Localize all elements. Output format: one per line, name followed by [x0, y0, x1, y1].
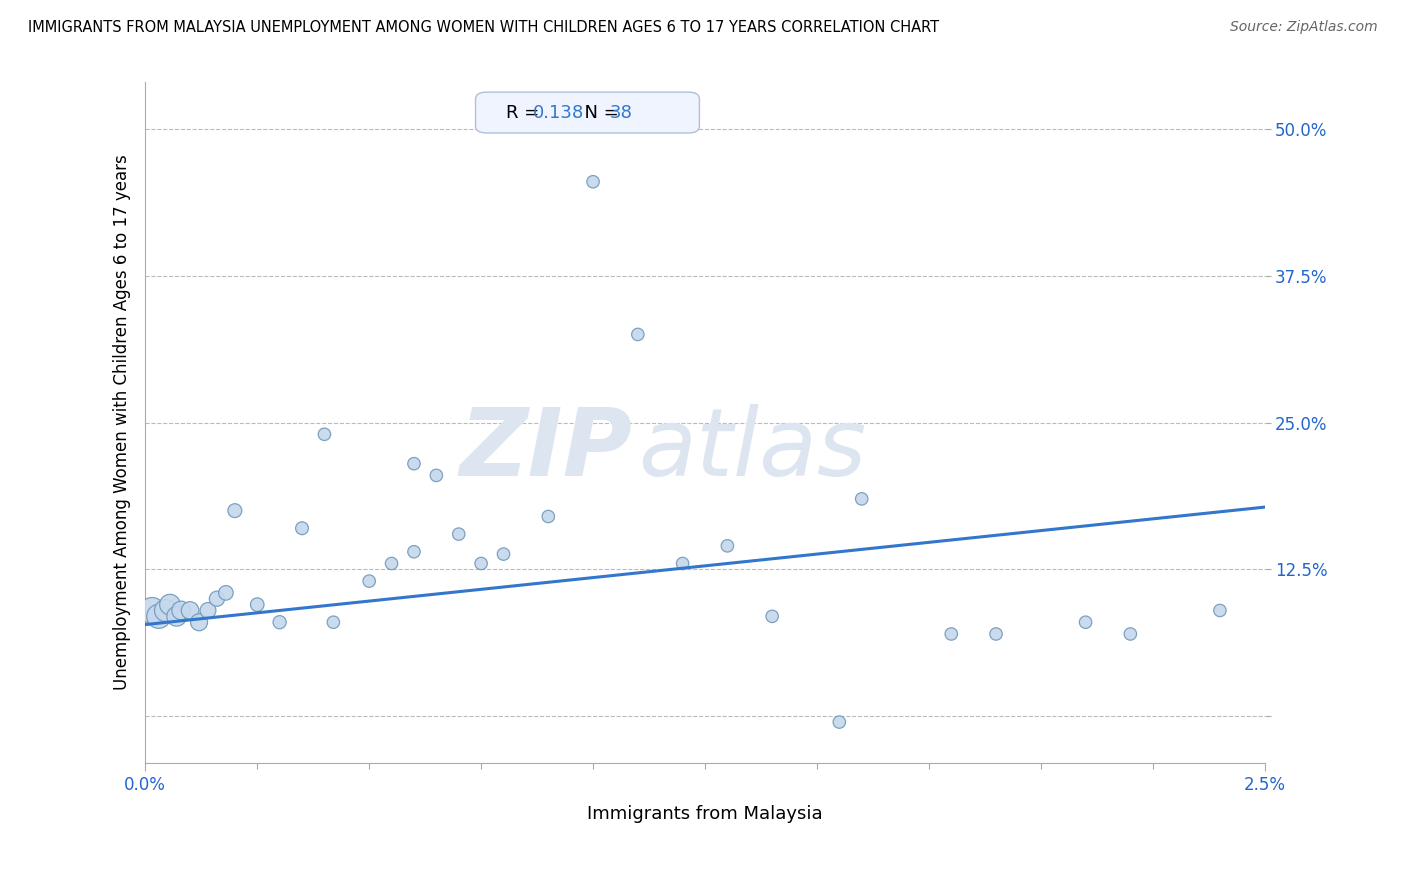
Point: [402, 457, 425, 471]
Point: [359, 574, 381, 588]
Point: [761, 609, 783, 624]
FancyBboxPatch shape: [475, 92, 699, 133]
Point: [188, 615, 211, 630]
Point: [224, 503, 246, 517]
Text: 38: 38: [610, 103, 633, 121]
Point: [197, 603, 219, 617]
Point: [155, 603, 177, 617]
Point: [1074, 615, 1097, 630]
Text: atlas: atlas: [638, 404, 866, 495]
Point: [291, 521, 314, 535]
Text: N =: N =: [572, 103, 624, 121]
Point: [1119, 627, 1142, 641]
Point: [492, 547, 515, 561]
Point: [582, 175, 605, 189]
Point: [205, 591, 228, 606]
Point: [671, 557, 693, 571]
Point: [537, 509, 560, 524]
Point: [447, 527, 470, 541]
Point: [246, 598, 269, 612]
Point: [170, 603, 193, 617]
Point: [1209, 603, 1232, 617]
Point: [148, 609, 170, 624]
Point: [627, 327, 650, 342]
Point: [941, 627, 963, 641]
Point: [322, 615, 344, 630]
Point: [166, 609, 188, 624]
Text: ZIP: ZIP: [460, 404, 633, 496]
Text: 0.138: 0.138: [533, 103, 583, 121]
Point: [851, 491, 873, 506]
Point: [159, 598, 181, 612]
Point: [269, 615, 291, 630]
X-axis label: Immigrants from Malaysia: Immigrants from Malaysia: [588, 805, 823, 823]
Point: [141, 603, 163, 617]
Y-axis label: Unemployment Among Women with Children Ages 6 to 17 years: Unemployment Among Women with Children A…: [114, 154, 131, 690]
Text: IMMIGRANTS FROM MALAYSIA UNEMPLOYMENT AMONG WOMEN WITH CHILDREN AGES 6 TO 17 YEA: IMMIGRANTS FROM MALAYSIA UNEMPLOYMENT AM…: [28, 20, 939, 35]
Point: [179, 603, 201, 617]
Point: [425, 468, 447, 483]
Point: [402, 545, 425, 559]
Point: [381, 557, 404, 571]
Text: Source: ZipAtlas.com: Source: ZipAtlas.com: [1230, 20, 1378, 34]
Text: R =: R =: [506, 103, 544, 121]
Point: [215, 586, 238, 600]
Point: [716, 539, 738, 553]
Point: [470, 557, 492, 571]
Point: [314, 427, 336, 442]
Point: [828, 714, 851, 729]
Point: [984, 627, 1007, 641]
